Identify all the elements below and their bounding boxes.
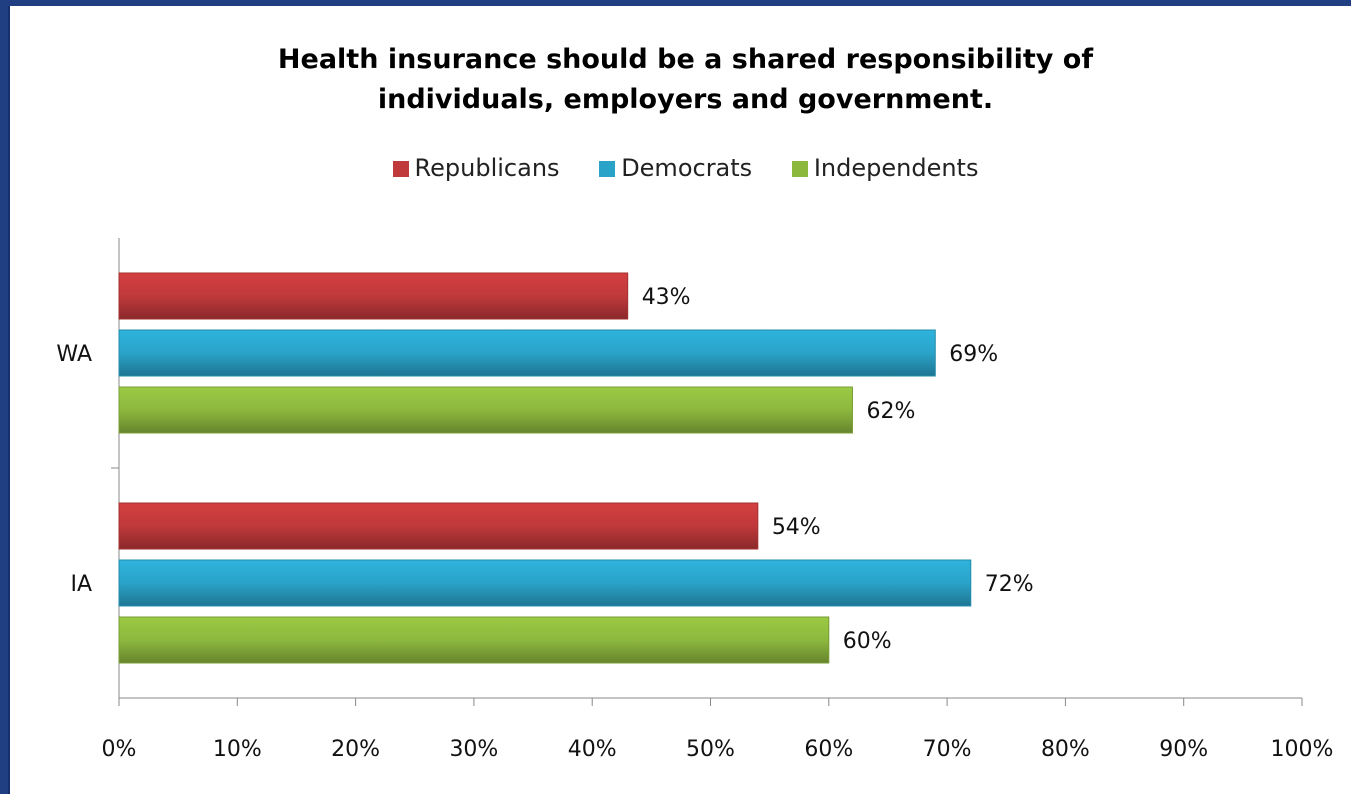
- bar-democrats-wa: [118, 329, 936, 377]
- category-label: IA: [70, 572, 92, 597]
- chart-legend: Republicans Democrats Independents: [0, 154, 1351, 182]
- data-label: 60%: [843, 629, 892, 654]
- x-tick-label: 70%: [923, 737, 972, 762]
- data-label: 72%: [985, 572, 1034, 597]
- bar-democrats-ia: [118, 559, 972, 607]
- legend-item-independents: Independents: [791, 154, 979, 182]
- category-label: WA: [56, 342, 92, 367]
- x-tick-label: 10%: [213, 737, 262, 762]
- x-tick-label: 90%: [1159, 737, 1208, 762]
- bar-republicans-ia: [118, 502, 759, 550]
- chart-title-line-2: individuals, employers and government.: [377, 84, 994, 115]
- x-tick-label: 100%: [1271, 737, 1334, 762]
- legend-swatch-democrats: [599, 161, 616, 177]
- chart-title: Health insurance should be a shared resp…: [0, 40, 1351, 120]
- x-tick-label: 50%: [686, 737, 735, 762]
- x-tick-label: 40%: [568, 737, 617, 762]
- legend-item-democrats: Democrats: [599, 154, 752, 182]
- bar-independents-ia: [118, 616, 830, 664]
- legend-label-democrats: Democrats: [621, 154, 753, 182]
- data-label: 69%: [949, 342, 998, 367]
- data-label: 62%: [866, 399, 915, 424]
- bar-republicans-wa: [118, 272, 629, 320]
- legend-label-independents: Independents: [813, 154, 979, 182]
- bar-independents-wa: [118, 386, 853, 434]
- x-tick-label: 0%: [102, 737, 137, 762]
- legend-swatch-republicans: [392, 161, 409, 177]
- x-tick-label: 30%: [449, 737, 498, 762]
- data-label: 54%: [772, 515, 821, 540]
- legend-item-republicans: Republicans: [392, 154, 560, 182]
- legend-swatch-independents: [791, 161, 808, 177]
- legend-label-republicans: Republicans: [414, 154, 560, 182]
- chart-title-line-1: Health insurance should be a shared resp…: [277, 44, 1094, 75]
- x-tick-label: 80%: [1041, 737, 1090, 762]
- data-label: 43%: [642, 285, 691, 310]
- x-tick-label: 60%: [804, 737, 853, 762]
- x-tick-label: 20%: [331, 737, 380, 762]
